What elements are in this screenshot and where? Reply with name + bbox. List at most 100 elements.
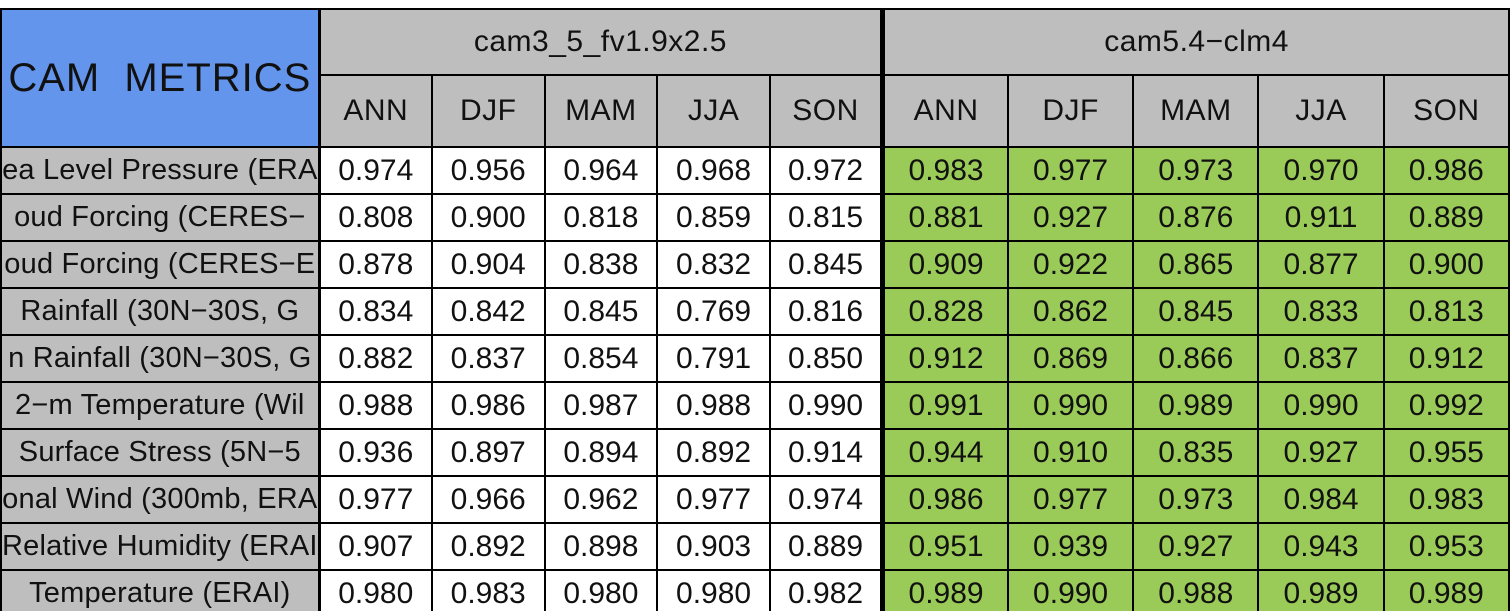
table-row: n Rainfall (30N−30S, G 0.882 0.837 0.854… xyxy=(0,334,1510,383)
metric-cell: 0.927 xyxy=(1006,193,1135,242)
metric-cell: 0.881 xyxy=(880,193,1009,242)
metric-cell: 0.832 xyxy=(656,240,771,289)
metric-cell: 0.977 xyxy=(656,475,771,524)
metric-cell: 0.992 xyxy=(1382,381,1510,430)
metric-cell: 0.897 xyxy=(430,428,546,477)
metric-label: n Rainfall (30N−30S, G xyxy=(0,334,321,383)
metric-cell: 0.980 xyxy=(656,569,771,611)
metric-cell: 0.977 xyxy=(318,475,433,524)
season-header-djf: DJF xyxy=(430,74,546,148)
metric-cell: 0.859 xyxy=(656,193,771,242)
metric-cell: 0.910 xyxy=(1006,428,1135,477)
metric-cell: 0.970 xyxy=(1257,146,1385,195)
group-header-row: CAM METRICS cam3_5_fv1.9x2.5 cam5.4−clm4 xyxy=(0,8,1510,148)
metric-cell: 0.982 xyxy=(768,569,884,611)
metric-cell: 0.977 xyxy=(1006,146,1135,195)
table-row: oud Forcing (CERES−E 0.878 0.904 0.838 0… xyxy=(0,240,1510,289)
metric-label: 2−m Temperature (Wil xyxy=(0,381,321,430)
season-header-son: SON xyxy=(768,74,884,148)
metric-cell: 0.865 xyxy=(1132,240,1260,289)
season-header-son: SON xyxy=(1382,74,1510,148)
metric-cell: 0.835 xyxy=(1132,428,1260,477)
season-header-jja: JJA xyxy=(656,74,771,148)
metric-cell: 0.845 xyxy=(768,240,884,289)
table-row: Temperature (ERAI) 0.980 0.983 0.980 0.9… xyxy=(0,569,1510,611)
metric-cell: 0.990 xyxy=(768,381,884,430)
metric-cell: 0.842 xyxy=(430,287,546,336)
season-header-mam: MAM xyxy=(1132,74,1260,148)
table-row: Relative Humidity (ERAI 0.907 0.892 0.89… xyxy=(0,522,1510,571)
metric-cell: 0.927 xyxy=(1132,522,1260,571)
metric-cell: 0.964 xyxy=(543,146,659,195)
metric-cell: 0.986 xyxy=(880,475,1009,524)
metric-cell: 0.912 xyxy=(1382,334,1510,383)
metric-cell: 0.791 xyxy=(656,334,771,383)
metric-cell: 0.900 xyxy=(430,193,546,242)
metric-label: Surface Stress (5N−5 xyxy=(0,428,321,477)
metric-cell: 0.808 xyxy=(318,193,433,242)
metric-cell: 0.988 xyxy=(1132,569,1260,611)
metric-label: Relative Humidity (ERAI xyxy=(0,522,321,571)
metric-cell: 0.909 xyxy=(880,240,1009,289)
metric-cell: 0.816 xyxy=(768,287,884,336)
metric-cell: 0.862 xyxy=(1006,287,1135,336)
metric-cell: 0.850 xyxy=(768,334,884,383)
metric-cell: 0.983 xyxy=(430,569,546,611)
column-group-cam3-5: cam3_5_fv1.9x2.5 xyxy=(318,8,884,76)
metric-cell: 0.889 xyxy=(1382,193,1510,242)
metric-cell: 0.989 xyxy=(1257,569,1385,611)
metric-cell: 0.943 xyxy=(1257,522,1385,571)
metric-cell: 0.984 xyxy=(1257,475,1385,524)
metric-cell: 0.833 xyxy=(1257,287,1385,336)
metric-cell: 0.927 xyxy=(1257,428,1385,477)
metric-cell: 0.974 xyxy=(768,475,884,524)
cam-metrics-table: CAM METRICS cam3_5_fv1.9x2.5 cam5.4−clm4… xyxy=(0,8,1510,611)
metric-cell: 0.990 xyxy=(1257,381,1385,430)
season-header-ann: ANN xyxy=(880,74,1009,148)
metric-cell: 0.988 xyxy=(656,381,771,430)
table-row: Surface Stress (5N−5 0.936 0.897 0.894 0… xyxy=(0,428,1510,477)
metric-cell: 0.878 xyxy=(318,240,433,289)
column-group-cam5-4: cam5.4−clm4 xyxy=(880,8,1510,76)
metric-cell: 0.900 xyxy=(1382,240,1510,289)
metric-label: oud Forcing (CERES−E xyxy=(0,240,321,289)
metric-cell: 0.989 xyxy=(880,569,1009,611)
metric-cell: 0.955 xyxy=(1382,428,1510,477)
metric-cell: 0.828 xyxy=(880,287,1009,336)
metric-cell: 0.889 xyxy=(768,522,884,571)
metric-cell: 0.876 xyxy=(1132,193,1260,242)
metric-label: onal Wind (300mb, ERA xyxy=(0,475,321,524)
metric-cell: 0.877 xyxy=(1257,240,1385,289)
metric-cell: 0.983 xyxy=(1382,475,1510,524)
metric-cell: 0.972 xyxy=(768,146,884,195)
metric-cell: 0.944 xyxy=(880,428,1009,477)
metric-cell: 0.962 xyxy=(543,475,659,524)
metric-cell: 0.869 xyxy=(1006,334,1135,383)
metric-label: oud Forcing (CERES− xyxy=(0,193,321,242)
metric-cell: 0.973 xyxy=(1132,146,1260,195)
metric-cell: 0.854 xyxy=(543,334,659,383)
metric-cell: 0.892 xyxy=(430,522,546,571)
metric-cell: 0.983 xyxy=(880,146,1009,195)
season-header-jja: JJA xyxy=(1257,74,1385,148)
metric-cell: 0.980 xyxy=(543,569,659,611)
metric-cell: 0.977 xyxy=(1006,475,1135,524)
metric-cell: 0.974 xyxy=(318,146,433,195)
metric-label: Temperature (ERAI) xyxy=(0,569,321,611)
table-row: onal Wind (300mb, ERA 0.977 0.966 0.962 … xyxy=(0,475,1510,524)
metric-cell: 0.986 xyxy=(1382,146,1510,195)
table-row: oud Forcing (CERES− 0.808 0.900 0.818 0.… xyxy=(0,193,1510,242)
metric-cell: 0.813 xyxy=(1382,287,1510,336)
season-header-djf: DJF xyxy=(1006,74,1135,148)
metric-cell: 0.907 xyxy=(318,522,433,571)
metric-cell: 0.987 xyxy=(543,381,659,430)
metric-cell: 0.882 xyxy=(318,334,433,383)
metric-cell: 0.904 xyxy=(430,240,546,289)
metric-cell: 0.815 xyxy=(768,193,884,242)
metric-cell: 0.912 xyxy=(880,334,1009,383)
metric-cell: 0.837 xyxy=(1257,334,1385,383)
metric-cell: 0.968 xyxy=(656,146,771,195)
table-row: ea Level Pressure (ERA 0.974 0.956 0.964… xyxy=(0,146,1510,195)
metric-cell: 0.903 xyxy=(656,522,771,571)
